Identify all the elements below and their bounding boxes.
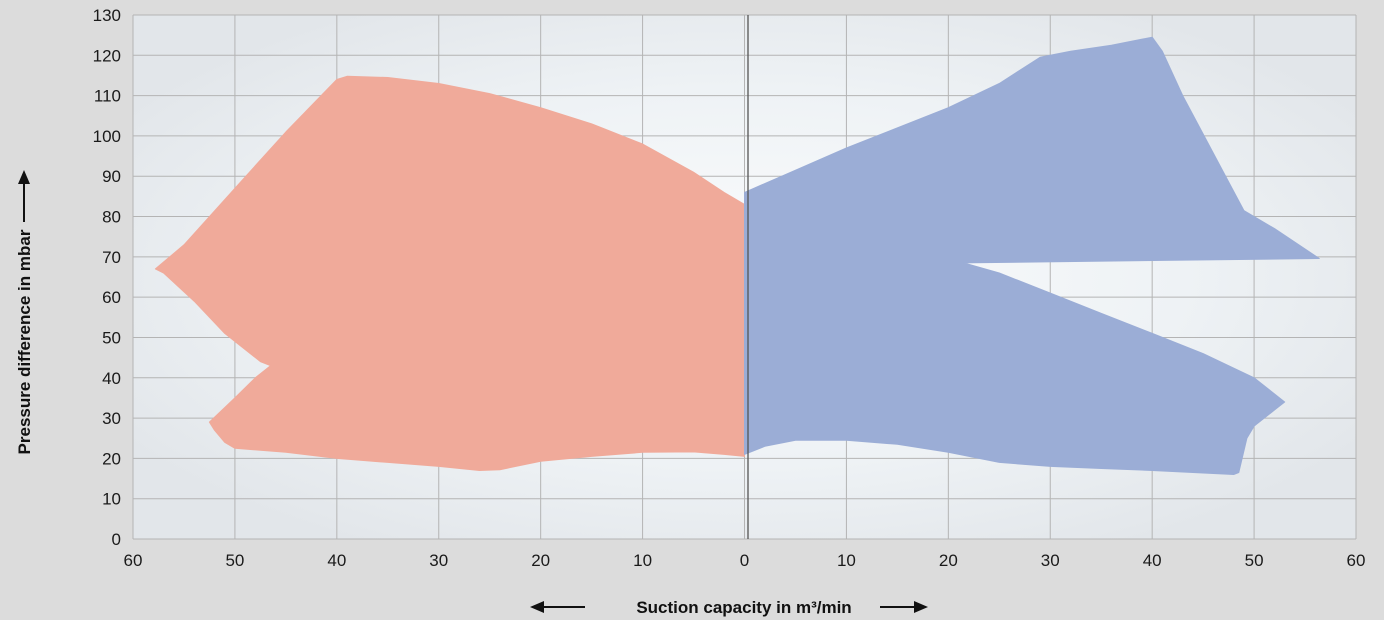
x-tick-labels: 60 50 40 30 20 10 0 10 20 30 40 50 60 (124, 551, 1366, 570)
x-axis-title-group: Suction capacity in m³/min (530, 598, 928, 617)
y-tick-label: 40 (102, 369, 121, 388)
x-tick-label: 50 (225, 551, 244, 570)
x-tick-label: 30 (1041, 551, 1060, 570)
y-tick-label: 10 (102, 490, 121, 509)
y-tick-label: 50 (102, 328, 121, 347)
y-tick-label: 60 (102, 288, 121, 307)
y-tick-labels: 0 10 20 30 40 50 60 70 80 90 100 110 120 130 (93, 6, 121, 549)
x-tick-label: 20 (531, 551, 550, 570)
y-axis-title: Pressure difference in mbar (15, 229, 34, 454)
x-tick-label: 50 (1245, 551, 1264, 570)
x-tick-label: 60 (124, 551, 143, 570)
x-tick-label: 0 (740, 551, 749, 570)
y-tick-label: 80 (102, 208, 121, 227)
y-tick-label: 70 (102, 248, 121, 267)
x-tick-label: 40 (327, 551, 346, 570)
y-tick-label: 130 (93, 6, 121, 25)
y-tick-label: 100 (93, 127, 121, 146)
x-tick-label: 10 (837, 551, 856, 570)
plot-areas (154, 36, 1320, 475)
x-tick-label: 30 (429, 551, 448, 570)
x-tick-label: 20 (939, 551, 958, 570)
y-tick-label: 110 (94, 87, 121, 106)
y-tick-label: 90 (102, 167, 121, 186)
up-arrow-head-icon (18, 170, 30, 184)
x-tick-label: 10 (633, 551, 652, 570)
y-tick-label: 20 (102, 449, 121, 468)
operating-range-area-red (154, 75, 745, 471)
left-arrow-head-icon (530, 601, 544, 613)
x-tick-label: 40 (1143, 551, 1162, 570)
y-tick-label: 120 (93, 46, 121, 65)
y-axis-title-group: Pressure difference in mbar (15, 170, 34, 454)
y-tick-label: 30 (102, 409, 121, 428)
y-tick-label: 0 (112, 530, 121, 549)
right-arrow-head-icon (914, 601, 928, 613)
x-axis-title: Suction capacity in m³/min (636, 598, 851, 617)
operating-range-area-blue (744, 36, 1320, 475)
x-tick-label: 60 (1347, 551, 1366, 570)
